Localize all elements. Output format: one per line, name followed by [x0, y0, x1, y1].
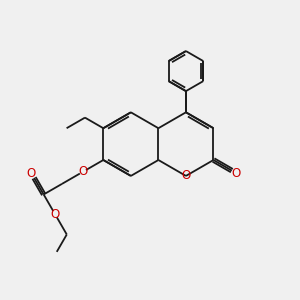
- Text: O: O: [27, 167, 36, 180]
- Text: O: O: [78, 165, 87, 178]
- Text: O: O: [50, 208, 60, 221]
- Text: O: O: [181, 169, 190, 182]
- Text: O: O: [232, 167, 241, 180]
